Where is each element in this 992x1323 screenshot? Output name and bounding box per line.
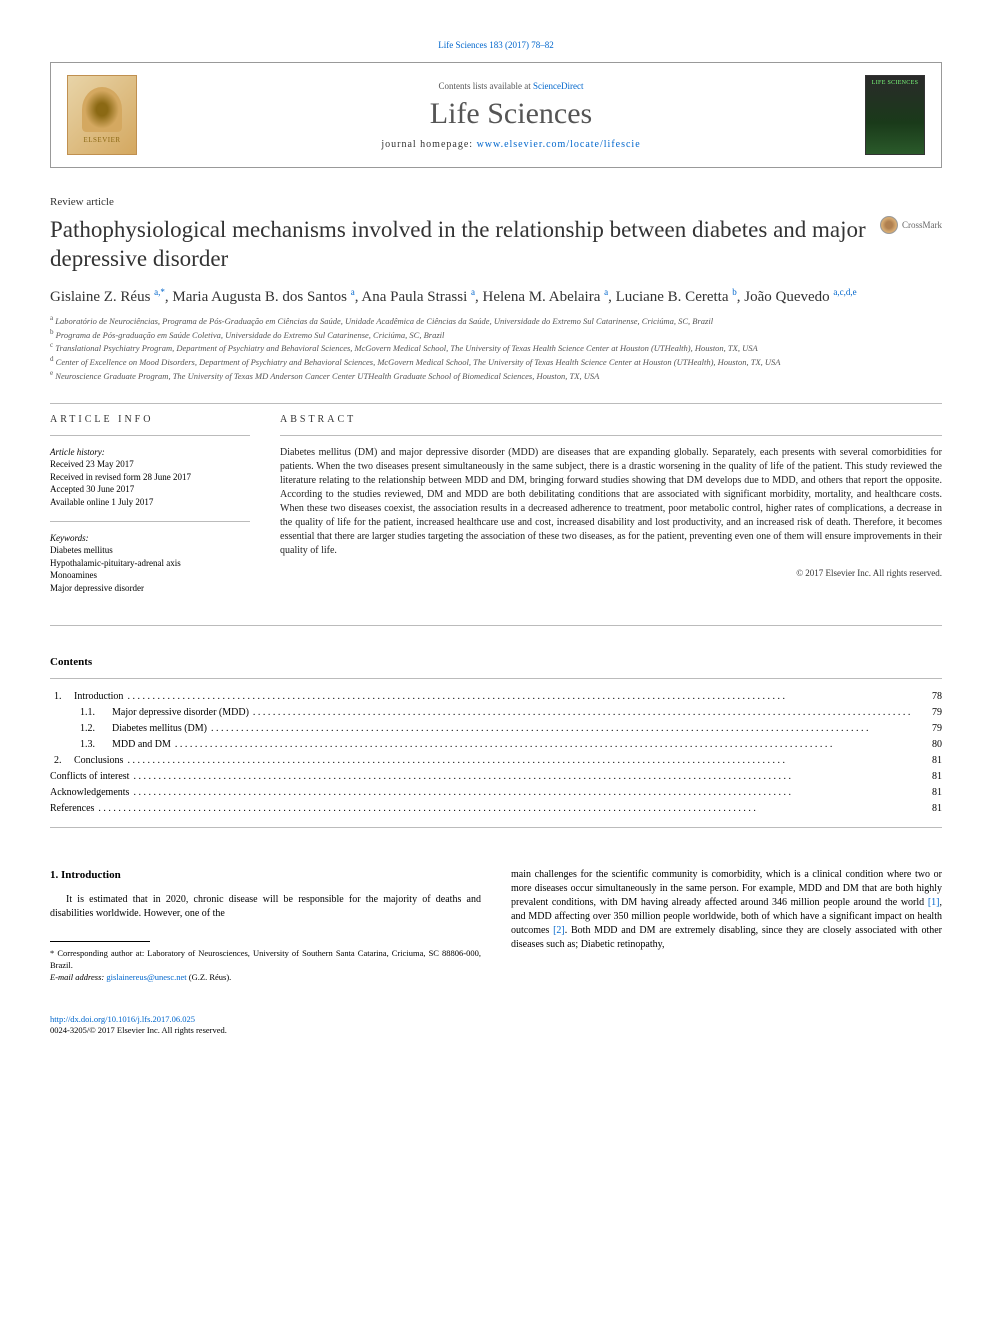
- crossmark-label: CrossMark: [902, 220, 942, 230]
- ref-link[interactable]: [1]: [928, 897, 940, 908]
- header-center: Contents lists available at ScienceDirec…: [157, 81, 865, 150]
- article-history: Article history: Received 23 May 2017Rec…: [50, 446, 250, 509]
- article-type: Review article: [50, 196, 942, 208]
- doi-link[interactable]: http://dx.doi.org/10.1016/j.lfs.2017.06.…: [50, 1014, 195, 1024]
- history-label: Article history:: [50, 446, 250, 459]
- keyword: Hypothalamic-pituitary-adrenal axis: [50, 557, 250, 570]
- intro-heading: 1. Introduction: [50, 868, 481, 883]
- abstract-copyright: © 2017 Elsevier Inc. All rights reserved…: [280, 568, 942, 578]
- email-footnote: E-mail address: gislainereus@unesc.net (…: [50, 972, 481, 984]
- elsevier-logo: ELSEVIER: [67, 75, 137, 155]
- contents-title: Contents: [50, 656, 942, 668]
- sciencedirect-link[interactable]: ScienceDirect: [533, 81, 583, 91]
- email-link[interactable]: gislainereus@unesc.net: [106, 972, 186, 982]
- affiliation-line: c Translational Psychiatry Program, Depa…: [50, 341, 942, 355]
- toc-row: Acknowledgements81: [50, 785, 942, 801]
- affiliations: a Laboratório de Neurociências, Programa…: [50, 314, 942, 383]
- journal-homepage: journal homepage: www.elsevier.com/locat…: [157, 139, 865, 150]
- keywords-label: Keywords:: [50, 532, 250, 545]
- crossmark-icon: [880, 216, 898, 234]
- abstract-text: Diabetes mellitus (DM) and major depress…: [280, 446, 942, 558]
- divider: [50, 521, 250, 522]
- toc-row: References81: [50, 801, 942, 817]
- page-footer: http://dx.doi.org/10.1016/j.lfs.2017.06.…: [50, 1014, 942, 1038]
- elsevier-tree-icon: [82, 87, 122, 132]
- keyword: Monoamines: [50, 569, 250, 582]
- article-title: Pathophysiological mechanisms involved i…: [50, 216, 880, 274]
- history-line: Accepted 30 June 2017: [50, 483, 250, 496]
- divider: [50, 435, 250, 436]
- crossmark-badge[interactable]: CrossMark: [880, 216, 942, 234]
- intro-paragraph: It is estimated that in 2020, chronic di…: [50, 893, 481, 921]
- toc-row: 1.1.Major depressive disorder (MDD)79: [50, 705, 942, 721]
- homepage-link[interactable]: www.elsevier.com/locate/lifescie: [477, 139, 641, 150]
- history-line: Received in revised form 28 June 2017: [50, 471, 250, 484]
- keyword: Major depressive disorder: [50, 582, 250, 595]
- cover-text: LIFE SCIENCES: [872, 80, 918, 86]
- introduction-section: 1. Introduction It is estimated that in …: [50, 868, 942, 984]
- table-of-contents: Contents 1.Introduction781.1.Major depre…: [50, 656, 942, 828]
- toc-row: 1.3.MDD and DM80: [50, 737, 942, 753]
- journal-citation: Life Sciences 183 (2017) 78–82: [50, 40, 942, 50]
- keyword: Diabetes mellitus: [50, 544, 250, 557]
- abstract-column: ABSTRACT Diabetes mellitus (DM) and majo…: [280, 414, 942, 607]
- affiliation-line: d Center of Excellence on Mood Disorders…: [50, 355, 942, 369]
- toc-row: 1.2.Diabetes mellitus (DM)79: [50, 721, 942, 737]
- contents-available: Contents lists available at ScienceDirec…: [157, 81, 865, 91]
- divider: [50, 678, 942, 679]
- intro-column-left: 1. Introduction It is estimated that in …: [50, 868, 481, 984]
- affiliation-line: a Laboratório de Neurociências, Programa…: [50, 314, 942, 328]
- intro-column-right: main challenges for the scientific commu…: [511, 868, 942, 984]
- divider: [50, 827, 942, 828]
- intro-paragraph: main challenges for the scientific commu…: [511, 868, 942, 952]
- journal-name: Life Sciences: [157, 97, 865, 131]
- divider: [50, 625, 942, 626]
- affiliation-line: e Neuroscience Graduate Program, The Uni…: [50, 369, 942, 383]
- footnote-separator: [50, 941, 150, 942]
- history-line: Available online 1 July 2017: [50, 496, 250, 509]
- authors-list: Gislaine Z. Réus a,*, Maria Augusta B. d…: [50, 286, 942, 309]
- keywords-block: Keywords: Diabetes mellitusHypothalamic-…: [50, 532, 250, 595]
- issn-copyright: 0024-3205/© 2017 Elsevier Inc. All right…: [50, 1025, 227, 1035]
- divider: [50, 403, 942, 404]
- article-info-header: ARTICLE INFO: [50, 414, 250, 425]
- journal-cover-thumbnail: LIFE SCIENCES: [865, 75, 925, 155]
- affiliation-line: b Programa de Pós-graduação em Saúde Col…: [50, 328, 942, 342]
- elsevier-text: ELSEVIER: [83, 136, 120, 144]
- abstract-header: ABSTRACT: [280, 414, 942, 425]
- toc-row: 1.Introduction78: [50, 689, 942, 705]
- ref-link[interactable]: [2]: [553, 925, 565, 936]
- history-line: Received 23 May 2017: [50, 458, 250, 471]
- toc-row: Conflicts of interest81: [50, 769, 942, 785]
- divider: [280, 435, 942, 436]
- article-info-column: ARTICLE INFO Article history: Received 2…: [50, 414, 250, 607]
- toc-row: 2.Conclusions81: [50, 753, 942, 769]
- journal-header: ELSEVIER Contents lists available at Sci…: [50, 62, 942, 168]
- corresponding-author-footnote: * Corresponding author at: Laboratory of…: [50, 948, 481, 972]
